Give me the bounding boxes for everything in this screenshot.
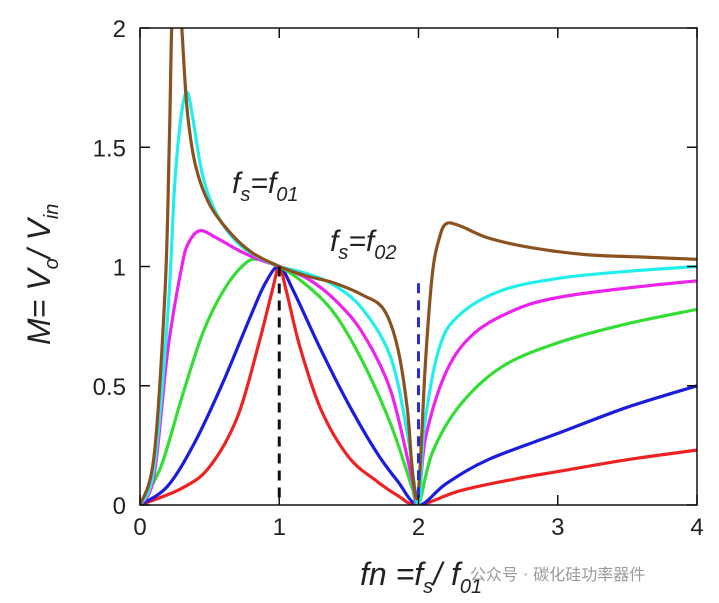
x-tick-label: 4 — [690, 514, 703, 541]
axis-tick-labels: 0 1 2 3 4 0 0.5 1 1.5 2 — [93, 16, 704, 541]
y-tick-label: 2 — [113, 16, 126, 43]
watermark-text: 公众号 · 碳化硅功率器件 — [470, 565, 645, 584]
series-line-4 — [140, 229, 697, 505]
series-line-3 — [140, 257, 697, 505]
series-line-5 — [140, 90, 697, 505]
x-axis-label: fn =fs/ f01 — [360, 556, 482, 598]
y-axis-label: M= Vo/ Vin — [21, 204, 63, 345]
series-line-2 — [140, 264, 697, 505]
series-layer — [140, 28, 697, 505]
y-tick-label: 1.5 — [93, 135, 126, 162]
reference-lines — [277, 266, 420, 505]
annotation-fs-f02: fs=f02 — [330, 225, 396, 264]
x-tick-label: 2 — [412, 514, 425, 541]
series-line-1 — [140, 264, 697, 505]
series-line-6 — [140, 28, 697, 505]
x-tick-label: 1 — [273, 514, 286, 541]
y-tick-label: 1 — [113, 255, 126, 282]
x-tick-label: 3 — [551, 514, 564, 541]
x-tick-label: 0 — [133, 514, 146, 541]
axis-ticks — [139, 27, 698, 506]
annotation-fs-f01: fs=f01 — [232, 167, 298, 206]
plot-frame — [139, 27, 698, 506]
y-tick-label: 0 — [113, 493, 126, 520]
y-tick-label: 0.5 — [93, 374, 126, 401]
